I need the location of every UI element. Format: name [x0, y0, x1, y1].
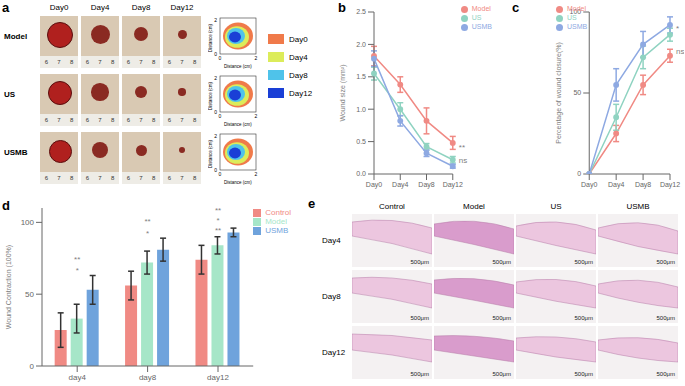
svg-text:Day0: Day0	[366, 181, 382, 189]
svg-text:day8: day8	[139, 373, 157, 382]
svg-text:day4: day4	[69, 373, 87, 382]
svg-text:Percentage of wound closure(%): Percentage of wound closure(%)	[555, 42, 563, 144]
svg-text:1.5: 1.5	[356, 73, 366, 80]
svg-text:Day8: Day8	[635, 181, 651, 189]
svg-text:ns: ns	[676, 47, 684, 56]
svg-text:0: 0	[214, 51, 217, 57]
svg-text:100: 100	[570, 8, 582, 15]
svg-text:2: 2	[214, 133, 217, 139]
svg-text:Distance (cm): Distance (cm)	[224, 180, 252, 185]
svg-text:**: **	[215, 206, 221, 215]
svg-text:0: 0	[219, 55, 222, 61]
svg-text:2: 2	[255, 113, 258, 119]
svg-text:*: *	[216, 216, 219, 225]
svg-text:**: **	[459, 143, 465, 152]
svg-text:Day12: Day12	[660, 181, 680, 189]
svg-text:Distance (cm): Distance (cm)	[208, 24, 213, 52]
svg-text:Day4: Day4	[392, 181, 408, 189]
svg-text:0: 0	[214, 167, 217, 173]
svg-text:Distance (cm): Distance (cm)	[208, 140, 213, 168]
svg-text:Wound Contraction (100%): Wound Contraction (100%)	[5, 245, 13, 329]
svg-text:2.0: 2.0	[356, 41, 366, 48]
svg-text:100: 100	[21, 218, 35, 227]
svg-text:day12: day12	[207, 373, 229, 382]
svg-text:0.5: 0.5	[356, 138, 366, 145]
svg-text:**: **	[144, 217, 150, 226]
svg-text:2: 2	[214, 75, 217, 81]
svg-text:Day8: Day8	[418, 181, 434, 189]
svg-text:Distance (cm): Distance (cm)	[208, 82, 213, 110]
svg-text:2: 2	[214, 17, 217, 23]
svg-text:Day12: Day12	[443, 181, 463, 189]
svg-text:Distance (cm): Distance (cm)	[224, 122, 252, 127]
svg-text:**: **	[74, 255, 80, 264]
svg-text:Day4: Day4	[608, 181, 624, 189]
svg-text:Wound size (mm²): Wound size (mm²)	[339, 64, 347, 121]
svg-text:0: 0	[577, 170, 581, 177]
svg-text:ns: ns	[459, 156, 467, 165]
svg-text:0: 0	[219, 113, 222, 119]
svg-text:50: 50	[573, 89, 581, 96]
svg-text:*: *	[76, 266, 79, 275]
svg-text:Distance (cm): Distance (cm)	[224, 64, 252, 69]
svg-text:*: *	[146, 229, 149, 238]
svg-text:Day0: Day0	[581, 181, 597, 189]
svg-text:2.5: 2.5	[356, 8, 366, 15]
svg-text:*: *	[676, 24, 679, 33]
svg-text:0.0: 0.0	[356, 170, 366, 177]
svg-text:**: **	[215, 226, 221, 235]
svg-text:50: 50	[25, 290, 34, 299]
svg-text:1.0: 1.0	[356, 106, 366, 113]
svg-text:2: 2	[255, 171, 258, 177]
svg-text:0: 0	[219, 171, 222, 177]
svg-text:0: 0	[214, 109, 217, 115]
svg-text:0: 0	[30, 362, 35, 371]
svg-text:2: 2	[255, 55, 258, 61]
